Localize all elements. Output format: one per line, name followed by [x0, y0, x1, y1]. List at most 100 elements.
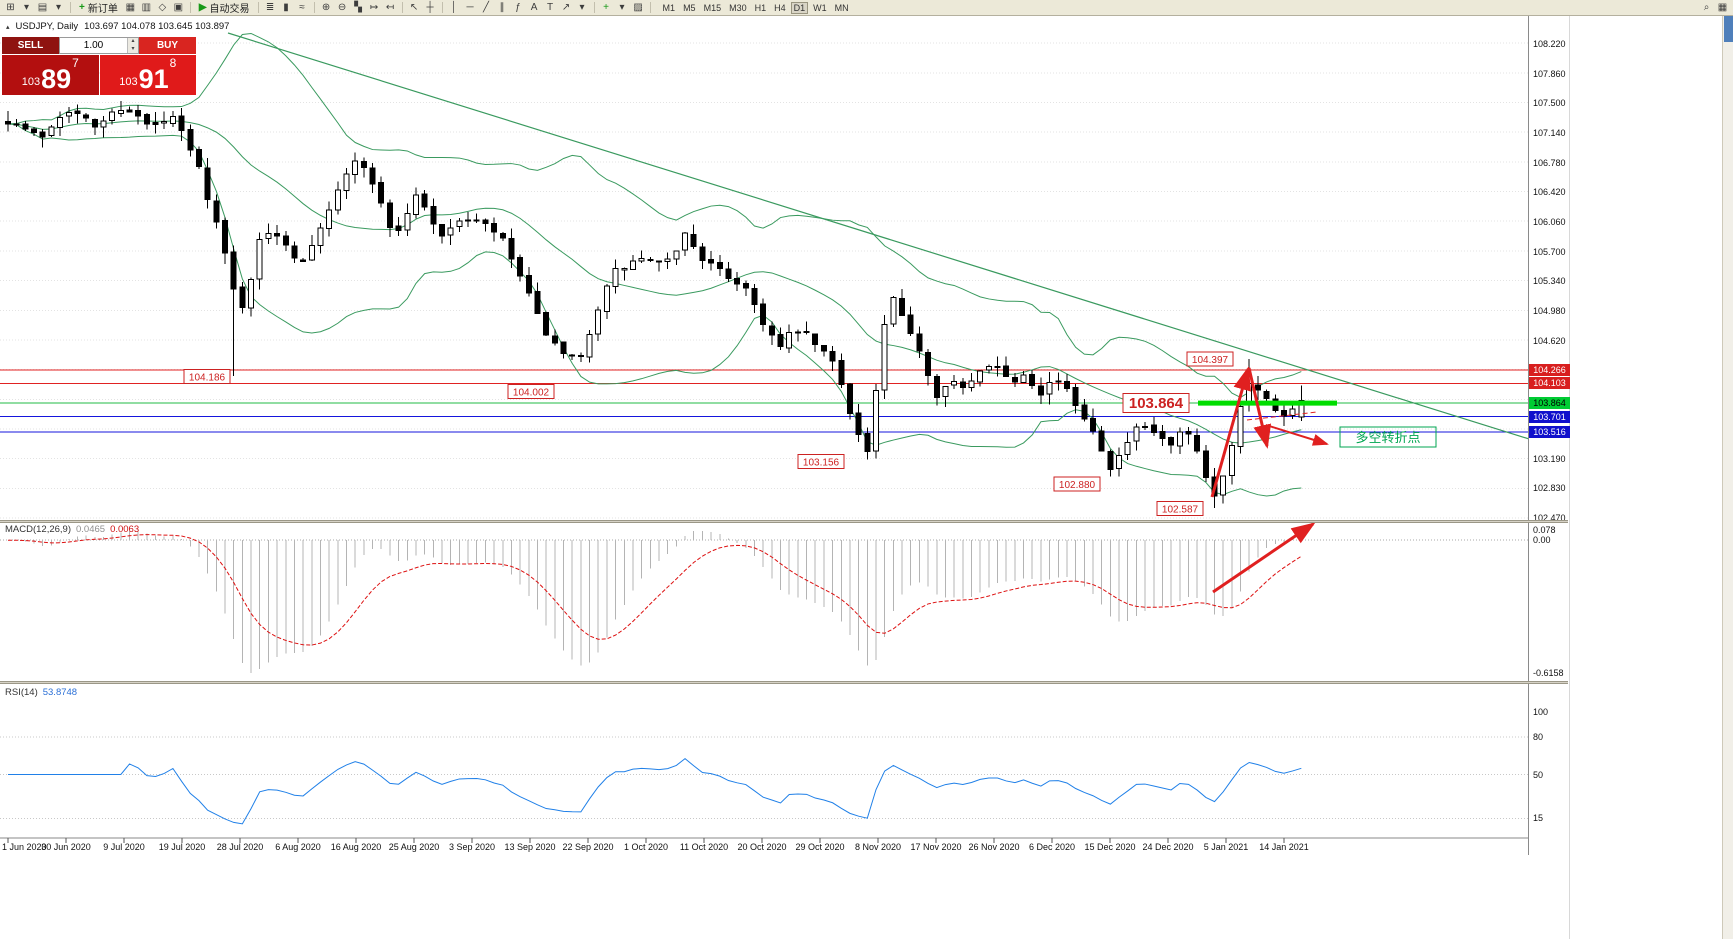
- shapes-dropdown[interactable]: ▾: [579, 1, 585, 13]
- auto-trading-button[interactable]: ▶ 自动交易: [195, 1, 254, 15]
- sell-price-button[interactable]: 103 89 7: [2, 55, 99, 95]
- date-label: 5 Jan 2021: [1203, 842, 1249, 852]
- bollinger-upper-band: [7, 32, 1302, 399]
- date-label: 13 Sep 2020: [504, 842, 556, 852]
- label-icon[interactable]: T: [546, 1, 554, 13]
- price-label[interactable]: 104.186: [183, 369, 231, 385]
- date-label: 1 Jun 2020: [2, 842, 47, 852]
- indicator-dropdown[interactable]: ▾: [619, 1, 625, 13]
- price-axis[interactable]: 108.220 107.860 107.500 107.140 106.780 106.4…: [1528, 16, 1570, 855]
- settings-icon[interactable]: ▦: [1717, 1, 1728, 13]
- cursor-icon[interactable]: ↖: [409, 1, 419, 13]
- tile-windows-icon[interactable]: ▚: [354, 1, 362, 13]
- auto-scroll-icon[interactable]: ↦: [369, 1, 379, 13]
- profiles-icon[interactable]: ▤: [37, 1, 48, 13]
- scale-label: 106.060: [1533, 217, 1566, 228]
- timeframe-d1[interactable]: D1: [790, 1, 809, 14]
- text-icon[interactable]: A: [530, 1, 538, 13]
- time-axis[interactable]: 1 Jun 2020 30 Jun 2020 9 Jul 2020 19 Jul 20…: [0, 840, 1528, 856]
- profiles-dropdown[interactable]: ▾: [55, 1, 62, 13]
- search-icon[interactable]: ⌕: [1703, 1, 1710, 13]
- sell-button[interactable]: SELL: [2, 37, 59, 54]
- data-window-icon[interactable]: ▥: [141, 1, 152, 13]
- date-label: 19 Jul 2020: [158, 842, 206, 852]
- channel-icon[interactable]: ∥: [499, 1, 505, 13]
- candlestick-chart-icon[interactable]: ▮: [283, 1, 289, 13]
- horizontal-line-icon[interactable]: ─: [466, 1, 474, 13]
- rsi-indicator-label: RSI(14) 53.8748: [5, 687, 77, 698]
- one-click-trading-panel: SELL 1.00 ▴ ▾ BUY 103 89 7 103 91 8: [2, 37, 196, 95]
- timeframe-h4[interactable]: H4: [774, 2, 786, 13]
- date-label: 28 Jul 2020: [216, 842, 264, 852]
- price-label[interactable]: 104.002: [507, 384, 555, 400]
- scale-label: 80: [1533, 732, 1544, 742]
- crosshair-icon[interactable]: ┼: [426, 1, 434, 13]
- price-label[interactable]: 103.864: [1122, 393, 1190, 414]
- scale-label: 0.00: [1533, 535, 1551, 546]
- price-label[interactable]: 103.156: [797, 453, 845, 469]
- volume-field[interactable]: 1.00 ▴ ▾: [59, 37, 139, 54]
- new-order-button[interactable]: + 新订单: [75, 1, 122, 15]
- vertical-scrollbar[interactable]: [1722, 16, 1733, 939]
- arrows-icon[interactable]: ↗: [561, 1, 571, 13]
- price-label[interactable]: 104.397: [1186, 351, 1234, 367]
- add-indicator-icon[interactable]: +: [603, 1, 609, 13]
- scale-label: 104.980: [1533, 306, 1566, 317]
- timeframe-w1[interactable]: W1: [813, 2, 827, 13]
- timeframe-m30[interactable]: M30: [729, 2, 747, 13]
- volume-up-button[interactable]: ▴: [128, 38, 138, 46]
- volume-value[interactable]: 1.00: [83, 40, 104, 51]
- trendline-icon[interactable]: ╱: [483, 1, 490, 13]
- price-level-badge: 104.103: [1529, 377, 1570, 390]
- new-chart-icon[interactable]: ⊞: [6, 1, 15, 13]
- templates-icon[interactable]: ▨: [633, 1, 643, 13]
- macd-trend-arrow[interactable]: [1212, 522, 1316, 594]
- timeframe-m1[interactable]: M1: [662, 2, 676, 13]
- timeframe-h1[interactable]: H1: [754, 2, 767, 13]
- buy-price-button[interactable]: 103 91 8: [99, 55, 196, 95]
- date-label: 16 Aug 2020: [330, 842, 382, 852]
- date-label: 6 Dec 2020: [1028, 842, 1076, 852]
- zoom-in-icon[interactable]: ⊕: [321, 1, 331, 13]
- svg-text:102.880: 102.880: [1059, 480, 1096, 491]
- fibonacci-icon[interactable]: ƒ: [515, 1, 521, 13]
- trend-arrow[interactable]: [1265, 424, 1329, 446]
- turning-point-label[interactable]: 多空转折点: [1339, 426, 1437, 448]
- rsi-value: 53.8748: [42, 687, 78, 698]
- chart-canvas[interactable]: 104.186 104.002 103.156 102.880 102.587 104.3…: [0, 16, 1568, 861]
- scale-label: 102.470: [1533, 513, 1566, 523]
- trend-arrow[interactable]: [1210, 366, 1251, 498]
- trend-arrow[interactable]: [1246, 411, 1318, 421]
- new-order-button-icon: +: [79, 2, 85, 13]
- chart-expand-icon[interactable]: ▴: [6, 23, 10, 31]
- rsi-pane-splitter[interactable]: [0, 681, 1568, 684]
- vertical-line-icon[interactable]: │: [450, 1, 458, 13]
- trend-arrow[interactable]: [1247, 367, 1272, 449]
- date-label: 14 Jan 2021: [1259, 842, 1309, 852]
- buy-price-figure: 103: [119, 76, 138, 88]
- navigator-icon[interactable]: ◇: [158, 1, 167, 13]
- toolbar-separator: [70, 2, 71, 13]
- market-watch-icon[interactable]: ▦: [125, 1, 136, 13]
- descending-trendline[interactable]: [227, 32, 1542, 443]
- bar-chart-icon[interactable]: ≣: [265, 1, 275, 13]
- terminal-icon[interactable]: ▣: [173, 1, 184, 13]
- buy-button[interactable]: BUY: [139, 37, 196, 54]
- price-label[interactable]: 102.587: [1156, 500, 1204, 516]
- price-level-badge: 103.516: [1529, 425, 1570, 438]
- zoom-out-icon[interactable]: ⊖: [337, 1, 347, 13]
- volume-down-button[interactable]: ▾: [128, 45, 138, 53]
- timeframe-m5[interactable]: M5: [683, 2, 696, 13]
- timeframe-m15[interactable]: M15: [703, 2, 722, 13]
- macd-pane-splitter[interactable]: [0, 520, 1568, 523]
- scrollbar-thumb[interactable]: [1724, 16, 1733, 42]
- macd-main-value: 0.0465: [76, 524, 106, 535]
- line-chart-icon[interactable]: ≈: [299, 1, 305, 13]
- price-level-badge: 104.266: [1529, 363, 1570, 376]
- bollinger-middle-band: [7, 120, 1302, 444]
- chart-shift-icon[interactable]: ↤: [385, 1, 395, 13]
- auto-trading-button-label: 自动交易: [209, 4, 250, 15]
- timeframe-mn[interactable]: MN: [834, 2, 849, 13]
- chart-list-dropdown[interactable]: ▾: [23, 1, 30, 13]
- price-label[interactable]: 102.880: [1053, 476, 1101, 492]
